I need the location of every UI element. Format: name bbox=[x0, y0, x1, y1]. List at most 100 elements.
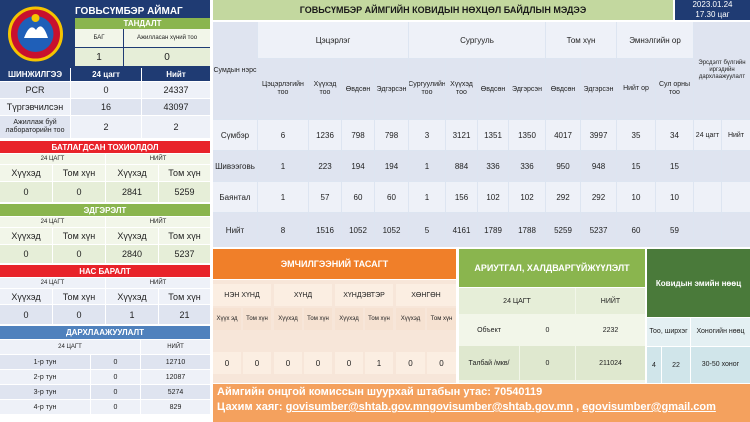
cell: 1789 bbox=[478, 213, 508, 247]
emneleg-sub: Хүүх эд bbox=[213, 308, 241, 330]
footer-email-link-3[interactable]: egovisumber@gmail.com bbox=[582, 401, 716, 413]
darhlaa-row-a: 0 bbox=[91, 370, 140, 384]
ariutgal-row-label: Объект bbox=[459, 315, 519, 345]
cell: 1052 bbox=[375, 213, 408, 247]
cell: 102 bbox=[478, 182, 508, 212]
footer-email-label: Цахим хаяг: bbox=[217, 401, 286, 413]
shinjilgee-table: PCR 0 24337 Түргэвчилсэн 16 43097 Ажилла… bbox=[0, 81, 210, 140]
footer-email-link-1[interactable]: govisumber@shtab.gov.mn bbox=[285, 401, 430, 413]
cell: 1 bbox=[409, 182, 445, 212]
tandalt-col1: БАГ bbox=[75, 29, 123, 47]
cell: 194 bbox=[375, 151, 408, 181]
darhlaa-row-label: 2-р тун bbox=[0, 370, 90, 384]
nas-baralt-c3: Хүүхэд bbox=[106, 289, 158, 304]
date: 2023.01.24 bbox=[692, 0, 733, 9]
emneleg-table: НЭН ХҮНД ХҮНД ХҮНДЭВТЭР ХӨНГӨН Хүүх эд Т… bbox=[213, 280, 456, 383]
emneleg-sub: Хүүхэд bbox=[396, 308, 425, 330]
aimag-emblem-icon bbox=[8, 4, 63, 64]
main-rows: Сүмбэр 6 1236 798 798 3 3121 1351 1350 4… bbox=[213, 120, 750, 247]
nas-baralt-c2: Том хүн bbox=[53, 289, 105, 304]
edgersen-c2: Том хүн bbox=[53, 228, 105, 244]
shinjilgee-row-label: PCR bbox=[0, 82, 70, 98]
edgersen-v2: 2840 bbox=[106, 245, 158, 263]
emneleg-value: 0 bbox=[304, 352, 332, 374]
cell-e1: 24 цагт bbox=[694, 120, 721, 150]
sub-col: Өвдсөн bbox=[342, 59, 374, 119]
shinjilgee-row-label: Түргэвчилсэн bbox=[0, 99, 70, 115]
emneleg-group: ХҮНД bbox=[274, 284, 332, 306]
edgersen-v1: 0 bbox=[53, 245, 105, 263]
main-subheaders: Цэцэрлэгийн тоо Хүүхэд тоо Өвдсөн Эдгэрс… bbox=[258, 59, 693, 119]
ariutgal-row-a: 0 bbox=[520, 346, 575, 380]
tandalt-col2: Ажилласан хүний тоо bbox=[124, 29, 210, 47]
batlagdsan-c4: Том хүн bbox=[159, 165, 210, 181]
batlagdsan-h24: 24 ЦАГТ bbox=[0, 154, 105, 164]
sub-col: Өвдсөн bbox=[546, 59, 580, 119]
nas-baralt-hall: НИЙТ bbox=[106, 278, 210, 288]
cell-e2 bbox=[722, 151, 750, 181]
darhlaa-title: ДАРХЛААЖУУЛАЛТ bbox=[0, 326, 210, 339]
emneleg-group: ХӨНГӨН bbox=[396, 284, 456, 306]
time: 17.30 цаг bbox=[695, 10, 730, 19]
cell-e1 bbox=[694, 151, 721, 181]
footer-banner: Аймгийн онцгой комиссын шуурхай штабын у… bbox=[213, 384, 750, 422]
nas-baralt-v1: 0 bbox=[53, 305, 105, 324]
emneleg-value: 0 bbox=[274, 352, 302, 374]
cell: 292 bbox=[581, 182, 616, 212]
ariutgal-hall: НИЙТ bbox=[576, 288, 645, 314]
sub-col: Сул орны тоо bbox=[656, 59, 693, 119]
edgersen-title: ЭДГЭРЭЛТ bbox=[0, 204, 210, 216]
emneleg-sub: Том хүн bbox=[304, 308, 332, 330]
shinjilgee-row-b: 2 bbox=[142, 116, 210, 138]
cell: 60 bbox=[617, 213, 655, 247]
row-name: Шивээговь bbox=[213, 151, 257, 181]
cell-e1 bbox=[694, 213, 721, 247]
tandalt-v2: 0 bbox=[124, 48, 210, 66]
ariutgal-row-b: 211024 bbox=[576, 346, 645, 380]
darhlaa-hall: НИЙТ bbox=[141, 340, 210, 354]
cell: 15 bbox=[656, 151, 693, 181]
shinjilgee-row-b: 24337 bbox=[142, 82, 210, 98]
main-group-e: Эрсдэлт бүлгийн иргэдийн дархлаажуулалт bbox=[694, 22, 750, 119]
cell: 59 bbox=[656, 213, 693, 247]
cell: 102 bbox=[509, 182, 545, 212]
cell: 5259 bbox=[546, 213, 580, 247]
edgersen-v3: 5237 bbox=[159, 245, 210, 263]
cell: 1351 bbox=[478, 120, 508, 150]
footer-email-sep: , bbox=[573, 401, 583, 413]
emneleg-sub: Хүүхэд bbox=[335, 308, 363, 330]
ariutgal-h24: 24 ЦАГТ bbox=[459, 288, 575, 314]
footer-emails: Цахим хаяг: govisumber@shtab.gov.mngovis… bbox=[217, 401, 746, 413]
emneleg-value: 0 bbox=[243, 352, 271, 374]
edgersen-hall: НИЙТ bbox=[106, 217, 210, 227]
emiin-nuuts-title: Ковидын эмийн нөөц bbox=[647, 249, 750, 317]
darhlaa-row-b: 829 bbox=[141, 400, 210, 414]
cell: 798 bbox=[375, 120, 408, 150]
ariutgal-table: 24 ЦАГТ НИЙТ Объект 0 2232 Талбай /мкв/ … bbox=[459, 288, 645, 383]
emneleg-value: 0 bbox=[427, 352, 456, 374]
batlagdsan-v3: 5259 bbox=[159, 182, 210, 202]
darhlaa-row-label: 1-р тун bbox=[0, 355, 90, 369]
edgersen-v0: 0 bbox=[0, 245, 52, 263]
emiin-nuuts-col1: Тоо, ширхэг bbox=[647, 318, 690, 346]
cell: 4017 bbox=[546, 120, 580, 150]
footer-email-link-2[interactable]: govisumber@shtab.gov.mn bbox=[429, 401, 574, 413]
cell: 5237 bbox=[581, 213, 616, 247]
emneleg-value: 0 bbox=[335, 352, 363, 374]
nas-baralt-v0: 0 bbox=[0, 305, 52, 324]
emneleg-value: 1 bbox=[365, 352, 393, 374]
row-name: Баянтал bbox=[213, 182, 257, 212]
cell-e2 bbox=[722, 182, 750, 212]
darhlaa-row-label: 3-р тун bbox=[0, 385, 90, 399]
shinjilgee-row-a: 16 bbox=[71, 99, 141, 115]
cell-e2: Нийт bbox=[722, 120, 750, 150]
cell: 5 bbox=[409, 213, 445, 247]
nas-baralt-v2: 1 bbox=[106, 305, 158, 324]
emneleg-sub: Том хүн bbox=[243, 308, 271, 330]
emneleg-sub: Хүүхэд bbox=[274, 308, 302, 330]
cell: 156 bbox=[446, 182, 477, 212]
darhlaa-row-a: 0 bbox=[91, 400, 140, 414]
row-name: Нийт bbox=[213, 213, 257, 247]
batlagdsan-c2: Том хүн bbox=[53, 165, 105, 181]
cell: 1 bbox=[258, 182, 308, 212]
